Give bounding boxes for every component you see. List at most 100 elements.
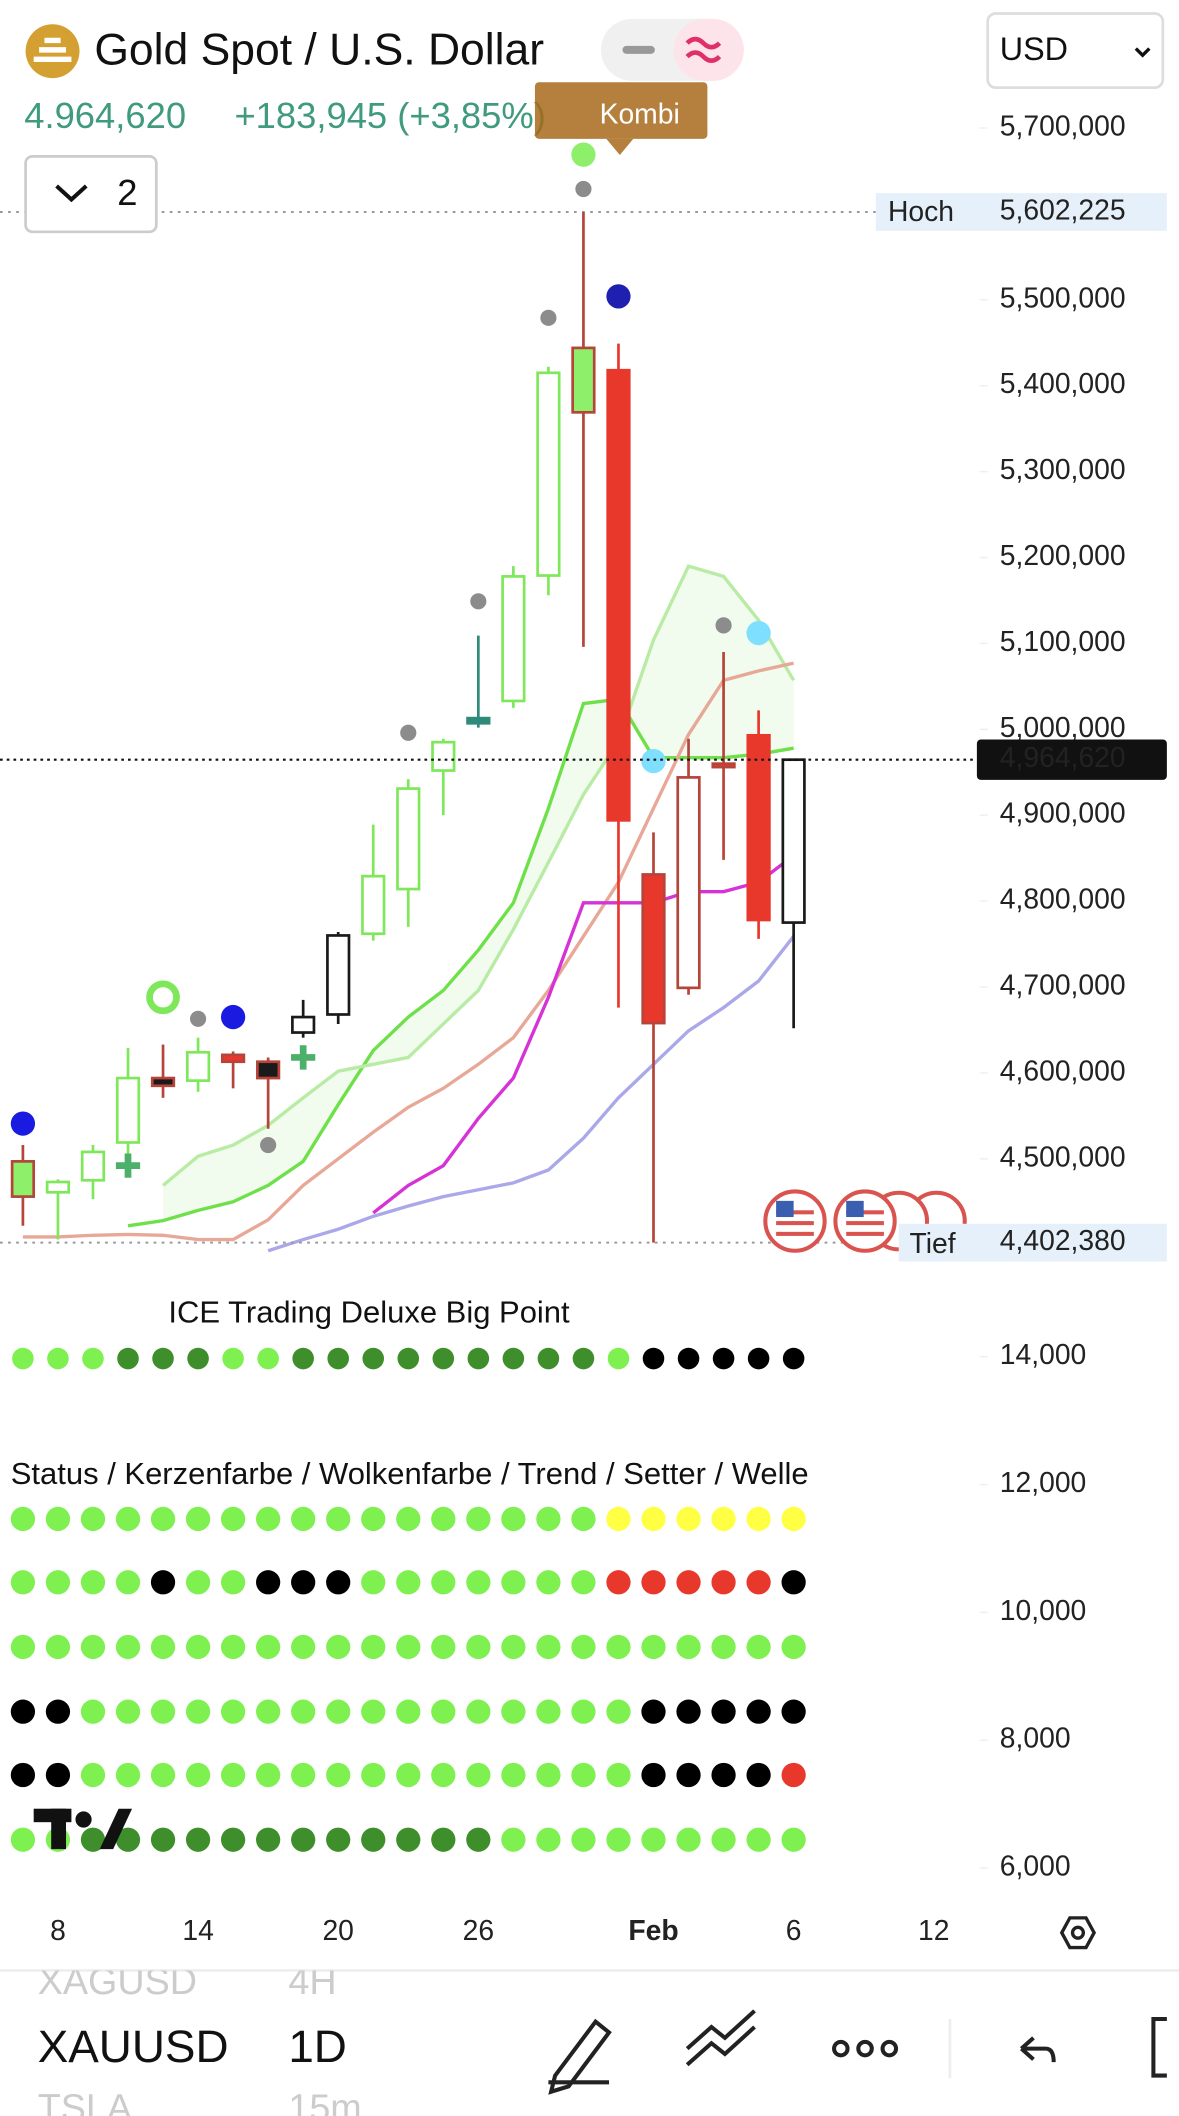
candle-body xyxy=(256,1060,281,1080)
symbol-picker[interactable]: XAGUSD XAUUSD TSLA xyxy=(38,1960,229,2116)
status-dot xyxy=(711,1827,736,1852)
settings-icon[interactable] xyxy=(1059,1916,1097,1950)
symbol-option: TSLA xyxy=(38,2087,133,2116)
trend-icon[interactable] xyxy=(685,2009,756,2067)
status-dot xyxy=(676,1699,701,1724)
symbol-option: XAGUSD xyxy=(38,1960,197,2002)
status-dot xyxy=(80,1506,106,1532)
header: Gold Spot / U.S. Dollar USD 4.964,620 +1… xyxy=(24,12,1165,234)
status-dot xyxy=(396,1634,421,1660)
status-dot xyxy=(676,1634,701,1660)
indicator-line xyxy=(267,935,795,1253)
chevron xyxy=(55,184,88,203)
candle-body xyxy=(571,346,596,414)
marker-dot xyxy=(400,724,417,741)
status-dot xyxy=(641,1762,666,1788)
interval-option: 15m xyxy=(288,2087,361,2116)
status-dot xyxy=(291,1634,316,1660)
status-dot xyxy=(80,1699,106,1724)
status-dot xyxy=(185,1570,211,1595)
bracket-icon[interactable] xyxy=(1151,2016,1167,2078)
status-dot xyxy=(711,1762,736,1788)
candle-body xyxy=(150,1076,176,1088)
symbol-option: XAUUSD xyxy=(38,2021,229,2072)
candle-body xyxy=(466,716,491,725)
status-dot xyxy=(396,1570,421,1595)
status-dot xyxy=(781,1699,806,1724)
status-dot xyxy=(571,1506,596,1532)
status-dot xyxy=(10,1699,36,1724)
candle-body xyxy=(781,758,806,924)
status-dot xyxy=(746,1699,771,1724)
y-tick-label: 5,300,000 xyxy=(1000,453,1126,485)
indicator-toggle[interactable] xyxy=(24,154,158,234)
indicator-line xyxy=(127,697,794,1228)
undo-icon[interactable] xyxy=(1020,2036,1056,2063)
marker-plus xyxy=(291,1045,316,1070)
status-dot xyxy=(781,1762,806,1788)
status-dot xyxy=(256,1827,281,1852)
status-dot xyxy=(536,1506,561,1532)
status-dot xyxy=(606,1506,631,1532)
status-dot xyxy=(185,1634,211,1660)
symbol-name[interactable]: Gold Spot / U.S. Dollar xyxy=(94,25,544,74)
status-dot xyxy=(10,1762,36,1788)
status-dot xyxy=(782,1347,805,1370)
status-dot xyxy=(641,1699,666,1724)
status-dot xyxy=(150,1634,176,1660)
high-name: Hoch xyxy=(888,195,954,227)
y-tick-label: 5,000,000 xyxy=(1000,711,1126,743)
status-dot xyxy=(150,1827,176,1852)
status-dot xyxy=(45,1634,71,1660)
marker-dot xyxy=(575,180,592,198)
marker-dot xyxy=(571,142,596,167)
status-dot xyxy=(431,1762,456,1788)
interval-option: 4H xyxy=(288,1960,336,2002)
status-dot xyxy=(361,1762,386,1788)
marker-dot xyxy=(746,620,771,646)
status-dot xyxy=(361,1570,386,1595)
panel-title: Status / Kerzenfarbe / Wolkenfarbe / Tre… xyxy=(11,1456,809,1491)
status-dot xyxy=(746,1506,771,1532)
marker-dot xyxy=(10,1111,36,1136)
status-dot xyxy=(571,1762,596,1788)
status-dot xyxy=(396,1827,421,1852)
status-dot xyxy=(397,1347,420,1370)
candle-body xyxy=(185,1050,211,1082)
tv-logo xyxy=(33,1808,133,1850)
currency-select[interactable] xyxy=(986,12,1165,89)
y-tick-label: 12,000 xyxy=(1000,1466,1087,1498)
status-dot xyxy=(467,1347,490,1370)
indicator-count: 2 xyxy=(117,172,137,213)
status-dot xyxy=(711,1570,736,1595)
status-dot xyxy=(466,1570,491,1595)
interval-picker[interactable]: 4H 1D 15m xyxy=(288,1960,361,2116)
more-dot[interactable] xyxy=(832,2039,850,2058)
marker-dot xyxy=(260,1136,277,1154)
candle-body xyxy=(641,873,666,1025)
candle-body xyxy=(326,934,351,1016)
status-dot xyxy=(396,1762,421,1788)
tag-box[interactable] xyxy=(534,82,708,139)
status-dot xyxy=(607,1347,630,1370)
status-dot xyxy=(291,1762,316,1788)
status-dot xyxy=(326,1570,351,1595)
pill-right[interactable] xyxy=(673,18,744,81)
y-tick-label: 4,800,000 xyxy=(1000,883,1126,915)
approx-icon xyxy=(685,36,722,63)
status-dot xyxy=(47,1347,69,1370)
candle-body xyxy=(361,874,386,936)
pen-icon[interactable] xyxy=(548,2018,612,2095)
status-dot xyxy=(501,1699,526,1724)
status-dot xyxy=(222,1347,244,1370)
status-dot xyxy=(45,1699,71,1724)
indicator-line xyxy=(372,854,795,1215)
status-dot xyxy=(641,1634,666,1660)
status-dot xyxy=(466,1827,491,1852)
y-tick-label: 5,100,000 xyxy=(1000,625,1126,657)
status-dot xyxy=(185,1699,211,1724)
status-dot xyxy=(291,1570,316,1595)
x-tick-label: 26 xyxy=(463,1914,494,1946)
status-dot xyxy=(746,1570,771,1595)
